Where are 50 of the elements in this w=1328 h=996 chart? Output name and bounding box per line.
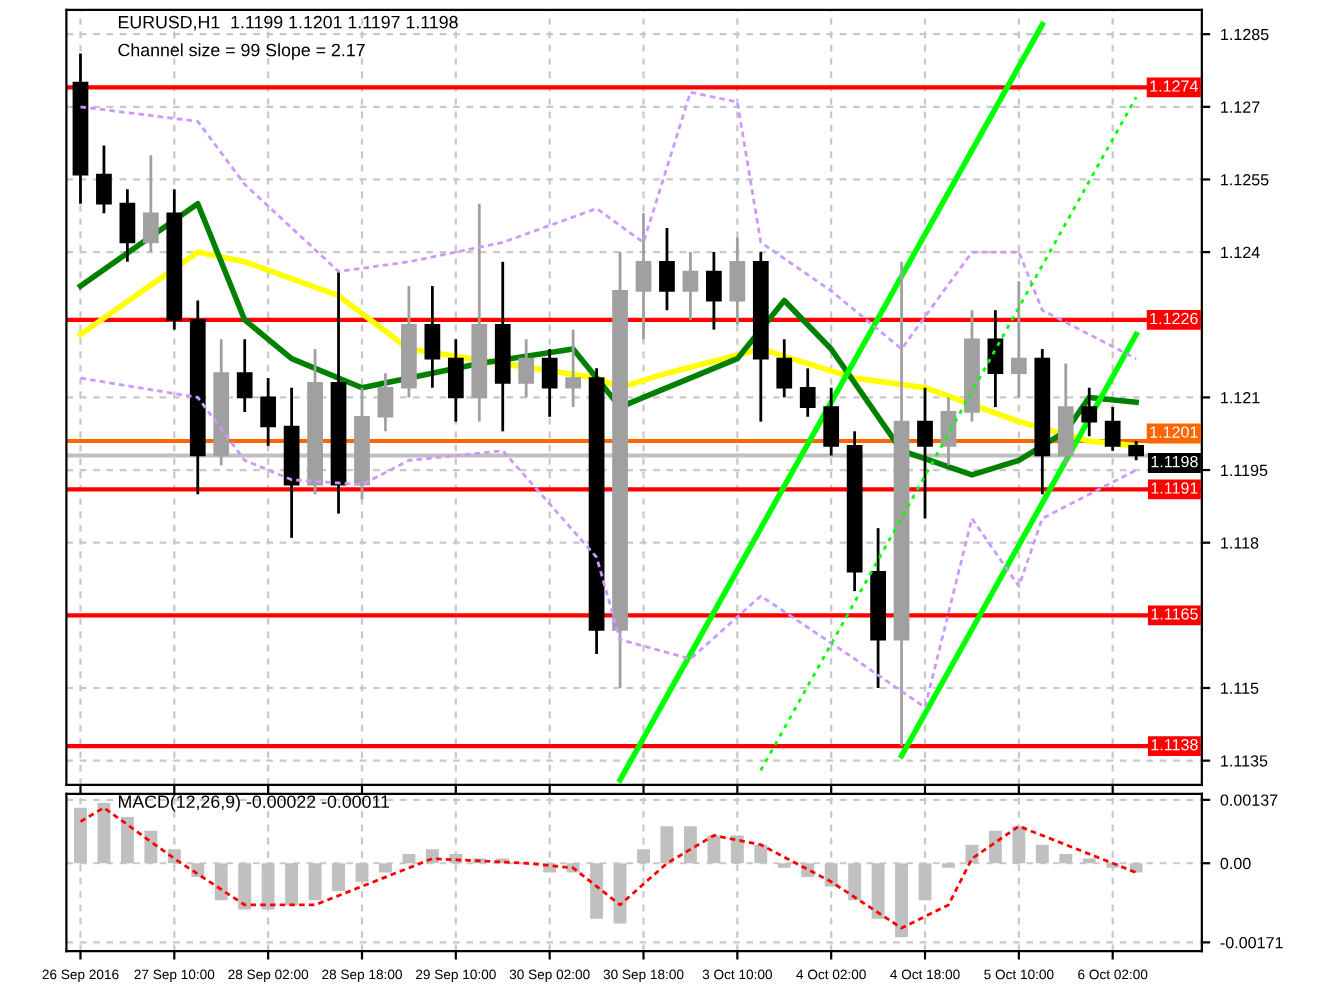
y-tick-label: 1.127	[1221, 101, 1260, 113]
candlestick	[447, 337, 464, 424]
candlestick	[1081, 386, 1098, 438]
ref-line-label: 1.1198	[1151, 455, 1198, 468]
candlestick	[682, 250, 699, 322]
y-tick-label: 0.00137	[1220, 794, 1278, 806]
candlestick	[706, 250, 722, 331]
candlestick	[541, 347, 558, 419]
ref-line-label: 1.1191	[1151, 482, 1198, 494]
candlestick	[659, 226, 675, 312]
candlestick	[1104, 405, 1121, 453]
ref-line-label: 1.1274	[1150, 80, 1198, 92]
candlestick	[518, 337, 535, 399]
candlestick	[377, 371, 394, 433]
y-tick-label: 1.115	[1221, 682, 1259, 694]
candlestick	[776, 337, 793, 399]
candlestick	[142, 153, 159, 254]
y-tick-label: 1.1195	[1221, 464, 1268, 477]
candlestick	[236, 337, 253, 414]
candlestick	[729, 236, 746, 327]
candlestick	[1128, 439, 1145, 462]
candlestick	[987, 308, 1004, 409]
y-tick-label: 1.1255	[1221, 174, 1269, 186]
line-series	[79, 376, 1138, 709]
ref-line-label: 1.1226	[1150, 312, 1198, 325]
candlestick	[917, 386, 933, 520]
line-series	[79, 90, 1138, 361]
candlestick	[260, 376, 277, 448]
candlestick	[635, 211, 652, 341]
y-tick-label: 0.00	[1220, 857, 1251, 870]
text: Channel size = 99 Slope = 2.17	[118, 43, 365, 60]
candlestick	[1010, 279, 1027, 399]
candlestick	[823, 386, 840, 457]
ref-line-label: 1.1165	[1151, 608, 1198, 620]
ref-line-label: 1.1201	[1150, 426, 1198, 438]
candlestick	[119, 187, 136, 264]
y-tick-label: 1.121	[1221, 391, 1260, 404]
candlestick	[424, 284, 441, 390]
candlestick	[96, 144, 112, 215]
y-tick-label: -0.00171	[1220, 936, 1283, 949]
y-tick-label: 1.124	[1221, 246, 1260, 258]
y-tick-label: 1.1135	[1221, 755, 1268, 767]
ref-line-label: 1.1138	[1151, 739, 1198, 751]
candlestick	[799, 366, 816, 419]
chart-title: MACD(12,26,9) -0.00022 -0.00011	[118, 794, 390, 812]
y-tick-label: 1.1285	[1221, 28, 1269, 41]
y-tick-label: 1.118	[1221, 537, 1259, 549]
chart-title: EURUSD,H1 1.1199 1.1201 1.1197 1.1198	[118, 15, 458, 31]
candlestick	[565, 328, 581, 409]
candlestick	[940, 396, 957, 467]
